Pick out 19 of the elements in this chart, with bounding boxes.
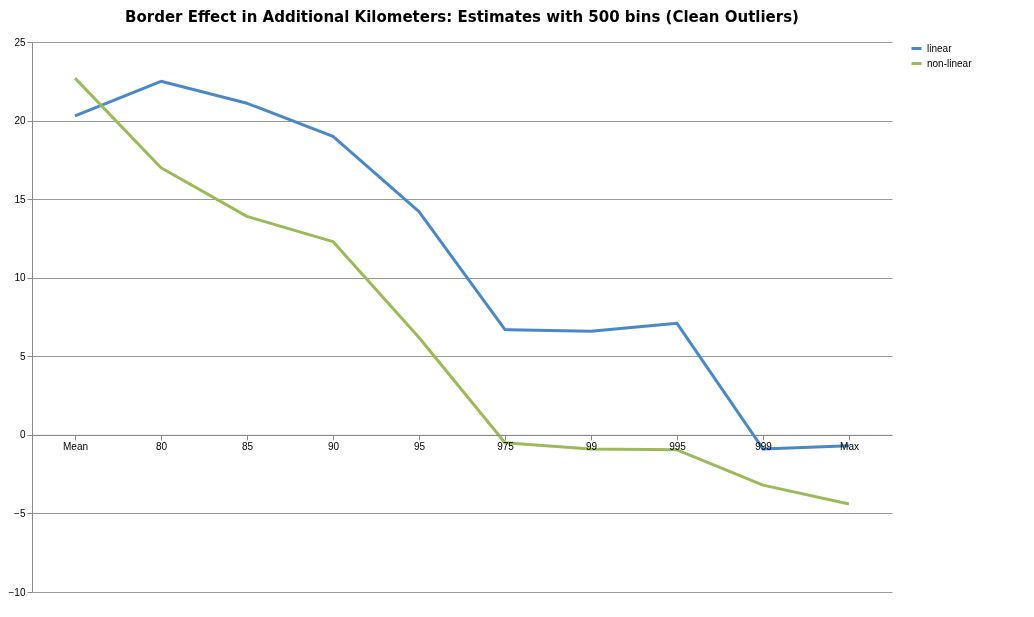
legend-label: linear bbox=[927, 42, 953, 54]
y-tick-label: −5 bbox=[14, 507, 26, 519]
x-tick-label: 90 bbox=[327, 441, 340, 453]
x-tick-label: 80 bbox=[155, 441, 168, 453]
chart-title: Border Effect in Additional Kilometers: Estimates with 500 bins (Clean Outliers) bbox=[125, 8, 799, 26]
y-tick-label: −10 bbox=[8, 586, 26, 598]
x-tick-label: 95 bbox=[413, 441, 426, 453]
legend-label: non-linear bbox=[927, 57, 973, 69]
y-tick-label: 15 bbox=[14, 193, 26, 205]
y-tick-label: 25 bbox=[14, 36, 26, 48]
x-tick-label: 975 bbox=[497, 441, 515, 453]
x-tick-label: Mean bbox=[62, 441, 89, 453]
x-tick-label: Max bbox=[840, 441, 859, 453]
y-tick-label: 0 bbox=[19, 429, 26, 441]
y-tick-label: 10 bbox=[14, 272, 26, 284]
x-tick-label: 85 bbox=[241, 441, 254, 453]
y-tick-label: 5 bbox=[19, 350, 26, 362]
y-tick-label: 20 bbox=[14, 115, 26, 127]
x-tick-label: 995 bbox=[669, 441, 687, 453]
